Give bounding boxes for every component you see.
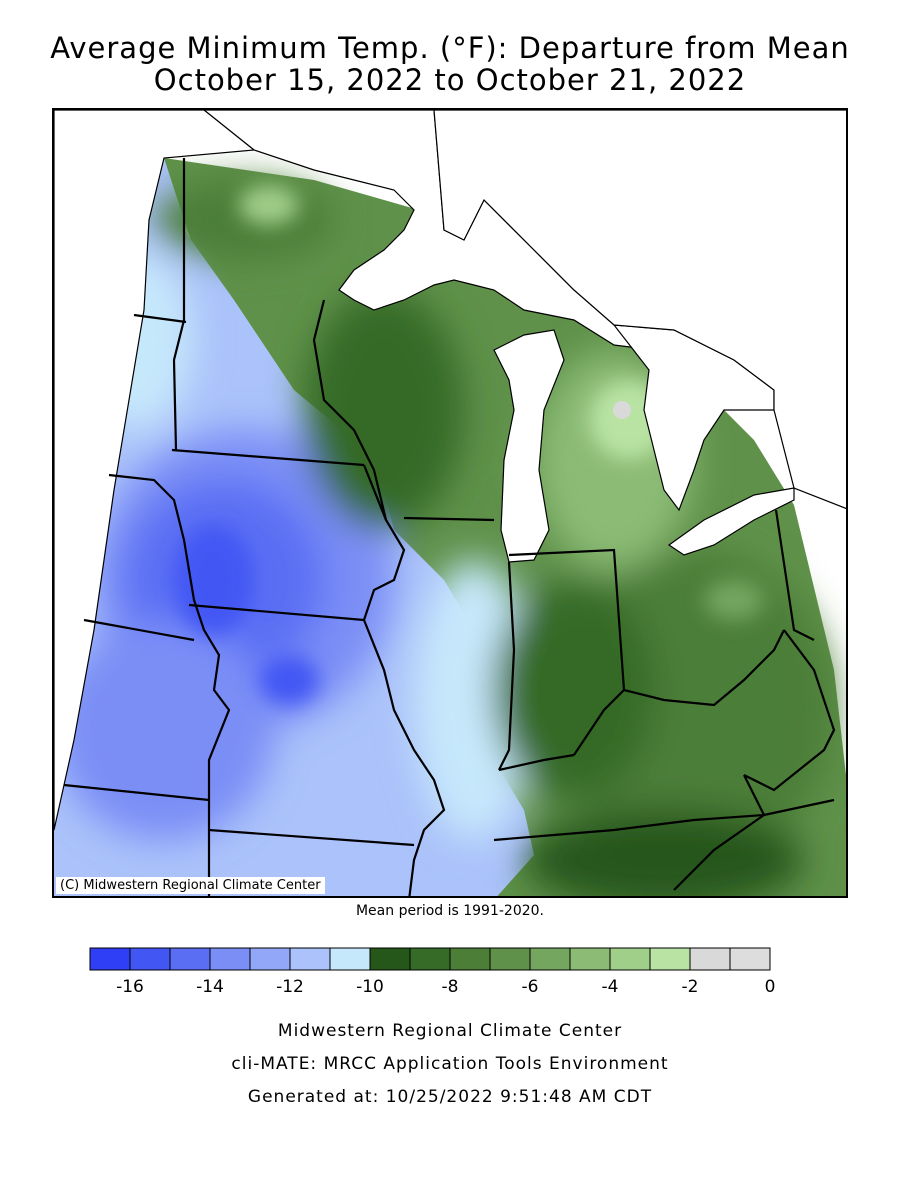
legend-tick-label: -16	[116, 977, 144, 997]
state-borders	[63, 158, 836, 896]
legend-bin-11	[529, 947, 571, 971]
data-region	[54, 158, 846, 896]
legend-tick-label: -14	[196, 977, 224, 997]
border-il-south	[498, 753, 575, 772]
map-date-range: October 15, 2022 to October 21, 2022	[153, 63, 747, 97]
lake-michigan	[493, 329, 565, 563]
legend-tick-label: -8	[442, 977, 459, 997]
border-minnesota-west	[172, 158, 186, 451]
legend-bin-10	[489, 947, 531, 971]
footer-app-name: cli-MATE: MRCC Application Tools Environ…	[231, 1054, 669, 1074]
legend-tick-label: -12	[276, 977, 304, 997]
legend-bin-15	[689, 947, 731, 971]
border-ks-ok	[63, 783, 210, 802]
legend-bin-6	[329, 947, 371, 971]
legend-bin-16	[729, 947, 771, 971]
border-nd-sd	[133, 313, 187, 324]
contour-green-east-ohio	[704, 580, 764, 620]
border-mn-wi	[312, 299, 388, 521]
legend-bin-2	[169, 947, 211, 971]
legend-tick-label: -10	[356, 977, 384, 997]
border-wv	[743, 629, 836, 792]
legend-bin-5	[289, 947, 331, 971]
border-ia-mn-east	[362, 464, 446, 896]
border-ky-tn	[493, 798, 835, 842]
color-legend: -16 -14 -12 -10 -8 -6 -4 -2 0	[89, 947, 775, 997]
legend-bin-13	[609, 947, 651, 971]
legend-bins	[89, 947, 771, 971]
map-panel: (C) Midwestern Regional Climate Center	[52, 108, 848, 898]
water-bodies	[54, 110, 846, 831]
contour-blue-southwest	[54, 620, 274, 840]
contour-green-ne-minnesota	[154, 180, 334, 260]
footer-organization: Midwestern Regional Climate Center	[277, 1021, 623, 1041]
outside-northeast	[433, 110, 846, 510]
border-oh-pa	[774, 509, 815, 641]
mean-period-note: Mean period is 1991-2020.	[355, 903, 545, 919]
legend-bin-4	[249, 947, 291, 971]
border-mo-south	[208, 828, 415, 847]
contour-zero-spot	[613, 401, 631, 419]
legend-tick-label: 0	[765, 977, 776, 997]
legend-bin-3	[209, 947, 251, 971]
border-in-ky	[573, 629, 785, 756]
border-sd-ne	[108, 473, 231, 896]
border-il-in	[498, 561, 516, 771]
border-ia-mo	[188, 603, 365, 622]
border-ne-ks	[83, 618, 195, 642]
contour-light-green-north-shore	[239, 185, 299, 225]
legend-bin-14	[649, 947, 691, 971]
border-minnesota-south	[171, 448, 365, 467]
contour-green-wisconsin	[304, 290, 464, 530]
map-title: Average Minimum Temp. (°F): Departure fr…	[50, 31, 850, 65]
lake-erie	[667, 487, 795, 556]
border-ky-va	[673, 774, 766, 891]
legend-bin-1	[129, 947, 171, 971]
legend-tick-label: -2	[682, 977, 699, 997]
map-copyright: (C) Midwestern Regional Climate Center	[56, 877, 325, 894]
contour-green-indiana	[494, 580, 654, 800]
legend-tick-label: -6	[522, 977, 539, 997]
legend-bin-0	[89, 947, 131, 971]
legend-tick-label: -4	[602, 977, 619, 997]
legend-bin-8	[409, 947, 451, 971]
footer-generated-time: Generated at: 10/25/2022 9:51:48 AM CDT	[247, 1087, 653, 1107]
legend-ticks: -16 -14 -12 -10 -8 -6 -4 -2 0	[116, 977, 775, 997]
outside-northwest	[54, 110, 256, 831]
contour-deep-blue-core	[174, 525, 254, 635]
legend-bin-7	[369, 947, 411, 971]
contour-blue-central-iowa	[259, 655, 319, 705]
legend-bin-12	[569, 947, 611, 971]
border-in-oh	[508, 548, 626, 691]
temperature-departure-map	[54, 110, 846, 896]
legend-bin-9	[449, 947, 491, 971]
border-wi-il	[403, 516, 495, 522]
